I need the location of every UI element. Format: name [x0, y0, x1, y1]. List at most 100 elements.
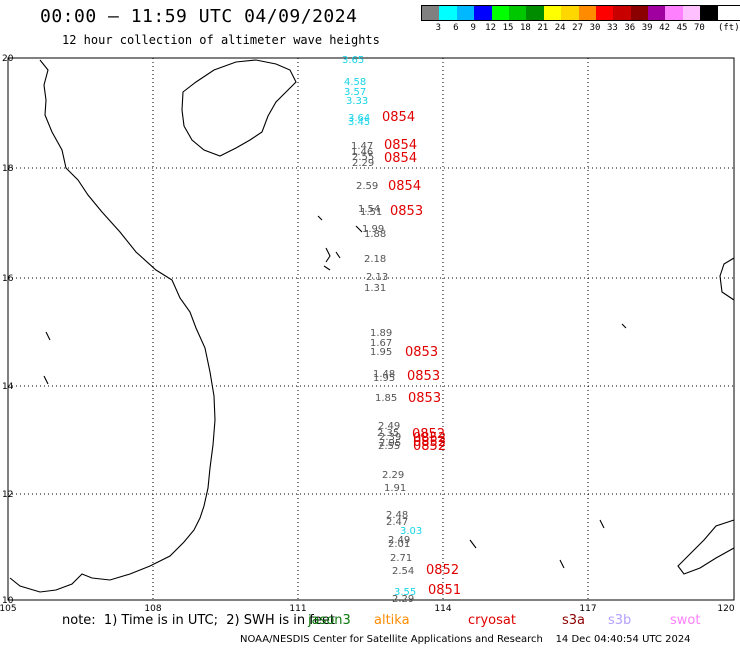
legend-swatch — [682, 6, 701, 20]
latitude-tick-label: 18 — [2, 164, 14, 174]
legend-tick-label: 24 — [554, 23, 566, 33]
pass-time-label: 0853 — [407, 369, 440, 384]
wave-height-label: 1.31 — [364, 283, 386, 294]
wave-height-label: 2.29 — [352, 158, 374, 169]
legend-swatch — [700, 6, 718, 20]
wave-height-label: 3.33 — [346, 96, 368, 107]
legend-tick-label: 3 — [435, 23, 442, 33]
longitude-tick-label: 111 — [289, 604, 306, 614]
longitude-tick-label: 108 — [144, 604, 161, 614]
wave-height-label: 2.95 — [379, 438, 401, 449]
pass-time-label: 0853 — [405, 345, 438, 360]
vietnam-coast — [9, 59, 216, 593]
southeast-island — [677, 519, 735, 575]
legend-swatch — [613, 6, 631, 20]
latitude-tick-label: 16 — [2, 274, 14, 284]
legend-swatch — [665, 6, 683, 20]
legend-tick-label: 42 — [659, 23, 671, 33]
wave-height-label: 2.35 — [377, 428, 399, 439]
wave-height-label: 1.95 — [370, 347, 392, 358]
wave-height-label: 3.57 — [344, 87, 366, 98]
pass-time-label: 0852 — [413, 435, 446, 450]
latitude-tick-label: 14 — [2, 382, 14, 392]
legend-swatch — [439, 6, 457, 20]
wave-height-label: 3.45 — [348, 117, 370, 128]
legend-tick-label: 15 — [502, 23, 514, 33]
wave-height-label: 1.95 — [373, 373, 395, 384]
wave-height-label: 3.03 — [400, 526, 422, 537]
map-title: 00:00 – 11:59 UTC 04/09/2024 — [40, 6, 358, 27]
wave-height-label: 2.48 — [386, 510, 408, 521]
pass-time-label: 0854 — [382, 110, 415, 125]
wave-height-label: 3.65 — [342, 55, 364, 66]
wave-height-label: 2.54 — [392, 566, 414, 577]
pass-time-label: 0854 — [388, 179, 421, 194]
wave-height-label: 1.54 — [358, 204, 380, 215]
wave-height-label: 1.46 — [351, 147, 373, 158]
wave-height-label: 4.58 — [344, 77, 366, 88]
legend-tick-label: 36 — [624, 23, 636, 33]
wave-height-label: 1.51 — [360, 207, 382, 218]
color-legend: 3 6 9 12 15 18 21 24 27 30 33 36 39 42 45 70 (ft) — [421, 5, 740, 37]
pass-time-label: 0851 — [428, 583, 461, 598]
legend-tick-label: 21 — [537, 23, 549, 33]
wave-height-label: 2.55 — [352, 152, 374, 163]
legend-tick-label: 27 — [572, 23, 584, 33]
east-land — [719, 257, 735, 301]
legend-swatch — [422, 6, 440, 20]
legend-color-bar — [421, 5, 740, 21]
legend-tick-label: 45 — [676, 23, 688, 33]
wave-height-label: 1.67 — [370, 338, 392, 349]
wave-height-label: 2.49 — [378, 421, 400, 432]
pass-time-label: 0852 — [413, 431, 446, 446]
legend-swatch — [561, 6, 579, 20]
satellite-altika: altika — [374, 613, 410, 628]
latitude-tick-label: 12 — [2, 490, 13, 500]
pass-time-label: 0853 — [390, 204, 423, 219]
wave-height-label: 2.47 — [386, 517, 408, 528]
wave-height-label: 2.01 — [388, 539, 410, 550]
legend-swatch — [543, 6, 562, 20]
satellite-s3a: s3a — [562, 613, 586, 628]
map-subtitle: 12 hour collection of altimeter wave hei… — [62, 33, 380, 47]
legend-swatch — [578, 6, 596, 20]
wave-height-label: 2.39 — [379, 432, 401, 443]
wave-height-label: 3.55 — [394, 587, 416, 598]
footer-note: note: 1) Time is in UTC; 2) SWH is in fe… — [62, 613, 335, 628]
legend-unit: (ft) — [717, 23, 740, 33]
longitude-tick-label: 105 — [0, 604, 17, 614]
wave-height-label: 1.47 — [351, 141, 373, 152]
legend-tick-labels: 3 6 9 12 15 18 21 24 27 30 33 36 39 42 45 70 (ft) — [421, 23, 740, 37]
wave-height-label: 2.59 — [356, 181, 378, 192]
wave-height-label: 1.85 — [375, 393, 397, 404]
legend-tick-label: 33 — [606, 23, 618, 33]
credit-line: NOAA/NESDIS Center for Satellite Applica… — [240, 634, 691, 645]
legend-tick-label: 6 — [453, 23, 459, 33]
pass-time-label: 0854 — [384, 138, 417, 153]
pass-time-label: 0853 — [408, 391, 441, 406]
wave-height-label: 2.29 — [392, 594, 414, 605]
map-frame — [7, 57, 735, 601]
satellite-jason3: jason3 — [308, 613, 351, 628]
wave-height-label: 2.55 — [378, 441, 400, 452]
wave-height-label: 1.91 — [384, 483, 406, 494]
pass-time-label: 0852 — [412, 427, 445, 442]
legend-swatch — [595, 6, 614, 20]
wave-height-label: 2.49 — [388, 535, 410, 546]
wave-height-label: 3.64 — [348, 113, 370, 124]
legend-swatch — [648, 6, 666, 20]
pass-time-label: 0852 — [413, 439, 446, 454]
longitude-tick-label: 114 — [434, 604, 451, 614]
small-islands — [43, 215, 627, 569]
legend-tick-label: 70 — [693, 23, 705, 33]
legend-swatch — [630, 6, 649, 20]
wave-height-label: 1.99 — [362, 224, 384, 235]
pass-time-label: 0852 — [426, 563, 459, 578]
satellite-cryosat: cryosat — [468, 613, 516, 628]
wave-height-label: 2.18 — [364, 254, 386, 265]
legend-swatch — [474, 6, 492, 20]
wave-height-label: 1.48 — [373, 369, 395, 380]
legend-tick-label: 9 — [470, 23, 476, 33]
